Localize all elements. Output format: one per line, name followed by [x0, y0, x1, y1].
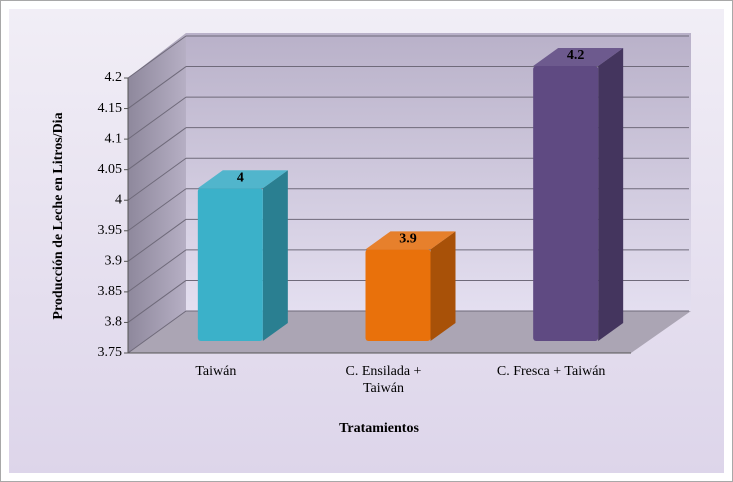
- bar: [533, 66, 599, 341]
- grid-line: [127, 249, 187, 293]
- x-axis-title: Tratamientos: [339, 421, 419, 436]
- grid-line: [127, 127, 187, 171]
- x-tick-label: C. Fresca + Taiwán: [496, 364, 606, 379]
- y-tick-label: 3.95: [98, 223, 123, 238]
- data-label: 3.9: [399, 232, 417, 247]
- x-tick-label: C. Ensilada + Taiwán: [345, 364, 422, 396]
- bar-side: [598, 48, 624, 341]
- bar-side: [262, 170, 288, 341]
- y-tick-label: 3.85: [98, 284, 123, 299]
- bar-top: [365, 231, 456, 250]
- y-tick-label: 4.2: [105, 70, 123, 85]
- side-wall: [128, 33, 186, 353]
- data-label: 4: [237, 170, 244, 185]
- bar-top: [533, 48, 624, 66]
- bar-side: [430, 231, 456, 341]
- grid-line: [127, 280, 187, 323]
- grid-line: [127, 66, 187, 109]
- y-axis-title: Producción de Leche en Litros/Dia: [51, 112, 66, 319]
- y-tick-label: 3.9: [105, 254, 123, 269]
- bar: [365, 249, 431, 341]
- grid-line: [127, 96, 187, 140]
- bar: [197, 188, 263, 341]
- bar-top: [197, 170, 288, 189]
- x-tick-label: Taiwán: [195, 364, 237, 379]
- grid-line: [127, 218, 187, 262]
- grid-line: [127, 188, 187, 232]
- y-tick-label: 3.8: [105, 315, 123, 330]
- grid-line: [127, 310, 187, 354]
- y-tick-label: 4.05: [98, 162, 123, 177]
- grid-line: [127, 35, 187, 79]
- y-tick-label: 4: [115, 192, 122, 207]
- y-tick-label: 4.15: [98, 101, 123, 116]
- y-tick-label: 3.75: [98, 345, 123, 360]
- y-tick-label: 4.1: [105, 131, 123, 146]
- data-label: 4.2: [567, 48, 585, 63]
- grid-line: [127, 157, 187, 201]
